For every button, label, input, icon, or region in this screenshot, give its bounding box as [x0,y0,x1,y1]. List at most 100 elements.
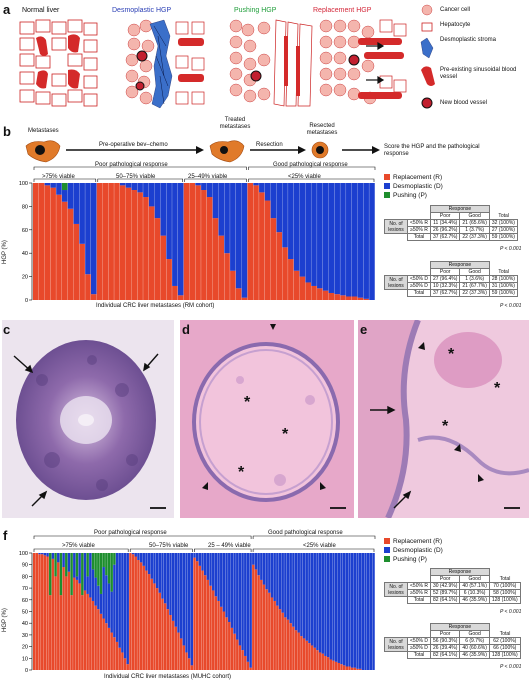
bar-segment-replacement [348,666,351,670]
bar-segment-desmoplastic [209,553,212,586]
f-t1-total-good: 46 (35.9%) [459,596,490,604]
bar-segment-replacement [198,565,202,670]
bar-segment-replacement [118,647,121,670]
bar-segment-desmoplastic [195,553,199,562]
bar-segment-pushing [70,553,73,596]
bar-segment-desmoplastic [67,553,71,572]
bar-segment-desmoplastic [220,553,223,607]
bar-segment-replacement [209,585,212,670]
group-bracket [184,178,247,182]
bar-segment-desmoplastic [185,553,188,653]
bar-segment-desmoplastic [182,553,186,646]
bar-segment-desmoplastic [252,553,255,565]
legend-hepatocyte: Hepatocyte [440,22,471,28]
b-xlabel: Individual CRC liver metastases (RM coho… [96,303,215,309]
bar-segment-desmoplastic [289,553,292,624]
panel-label-a: a [3,2,11,17]
b-t1-rowlabel: No. of lesions [384,219,408,234]
bar-segment-desmoplastic [222,553,226,612]
bar-segment-replacement [70,595,73,670]
bar-segment-desmoplastic [177,183,184,296]
e-asterisk-1: * [448,346,455,363]
bar-segment-desmoplastic [41,553,44,555]
bar-segment-desmoplastic [137,553,140,561]
bar-segment-replacement [166,259,172,300]
bar-segment-desmoplastic [322,183,329,291]
bar-segment-desmoplastic [324,553,327,656]
bar-segment-pushing [86,553,89,577]
b-t2-total-good: 22 (37.3%) [459,289,490,297]
bar-segment-replacement [288,259,294,300]
b-t1-total-good: 22 (37.3%) [459,233,490,241]
y-tick-label: 100 [19,551,28,557]
f-legend-p: Pushing (P) [393,556,427,563]
bar-segment-desmoplastic [260,553,263,580]
bar-segment-replacement [166,609,170,670]
bar-segment-replacement [147,574,151,670]
bar-segment-replacement [310,645,314,670]
bar-segment-replacement [161,598,164,670]
f-group-25-49: 25 – 49% viable [208,543,251,549]
bar-segment-replacement [123,658,127,670]
bar-segment-replacement [217,600,220,670]
bar-segment-desmoplastic [148,183,155,207]
flow-treated: Treated metastases [219,117,251,130]
y-tick-label: 100 [19,181,28,187]
bar-segment-desmoplastic [300,553,303,637]
bar-segment-replacement [294,630,298,670]
bar-segment-desmoplastic [62,553,65,568]
bar-segment-desmoplastic [160,183,167,236]
bar-segment-replacement [33,183,39,300]
bar-segment-replacement [351,296,358,300]
f-t1-r0-good: 40 (57.1%) [459,582,490,590]
bar-segment-replacement [57,562,60,670]
b-header-poor: Poor pathological response [95,162,168,168]
bar-segment-desmoplastic [318,553,322,653]
bar-segment-desmoplastic [332,553,335,661]
bar-segment-desmoplastic [110,591,113,633]
bar-segment-replacement [329,659,332,670]
bar-segment-replacement [65,576,68,670]
bar-segment-desmoplastic [79,183,85,244]
y-tick-label: 70 [22,586,28,592]
b-t2-col-total: Total [498,268,509,275]
histology-c-image [2,320,174,518]
bar-segment-replacement [363,298,369,300]
bar-segment-replacement [33,553,36,670]
f-t1-r0-label: <50% R [407,582,431,590]
bar-segment-replacement [334,294,340,300]
bar-segment-replacement [158,592,161,670]
bar-segment-desmoplastic [99,593,103,614]
y-tick-label: 90 [22,563,28,569]
flow-resected: Resected metastases [306,123,338,136]
bar-segment-replacement [230,627,234,670]
bar-segment-desmoplastic [366,553,370,670]
bar-segment-replacement [340,664,343,670]
f-t2-header: Response [429,623,490,631]
y-tick-label: 60 [22,598,28,604]
panel-label-b: b [3,124,11,139]
bar-segment-replacement [171,620,175,670]
bar-segment-replacement [313,647,316,670]
bar-segment-desmoplastic [102,567,105,619]
y-tick-label: 30 [22,633,28,639]
bar-segment-desmoplastic [230,553,234,628]
bar-segment-replacement [67,208,74,300]
bar-segment-replacement [154,218,161,300]
bar-segment-replacement [113,637,116,670]
bar-segment-replacement [96,183,103,300]
bar-segment-replacement [114,183,120,300]
bar-segment-desmoplastic [150,553,153,579]
bar-segment-replacement [126,664,129,670]
f-t1-col-total: Total [499,575,511,582]
y-tick-label: 0 [25,668,28,674]
b-t1-col-total: Total [498,212,509,219]
b-legend: Replacement (R) Desmoplastic (D) Pushing… [384,173,443,200]
bar-segment-replacement [268,592,271,670]
bar-segment-desmoplastic [357,183,364,298]
bar-segment-desmoplastic [139,553,143,563]
bar-segment-replacement [353,667,357,670]
bar-segment-desmoplastic [90,183,97,295]
bar-segment-desmoplastic [340,553,343,665]
